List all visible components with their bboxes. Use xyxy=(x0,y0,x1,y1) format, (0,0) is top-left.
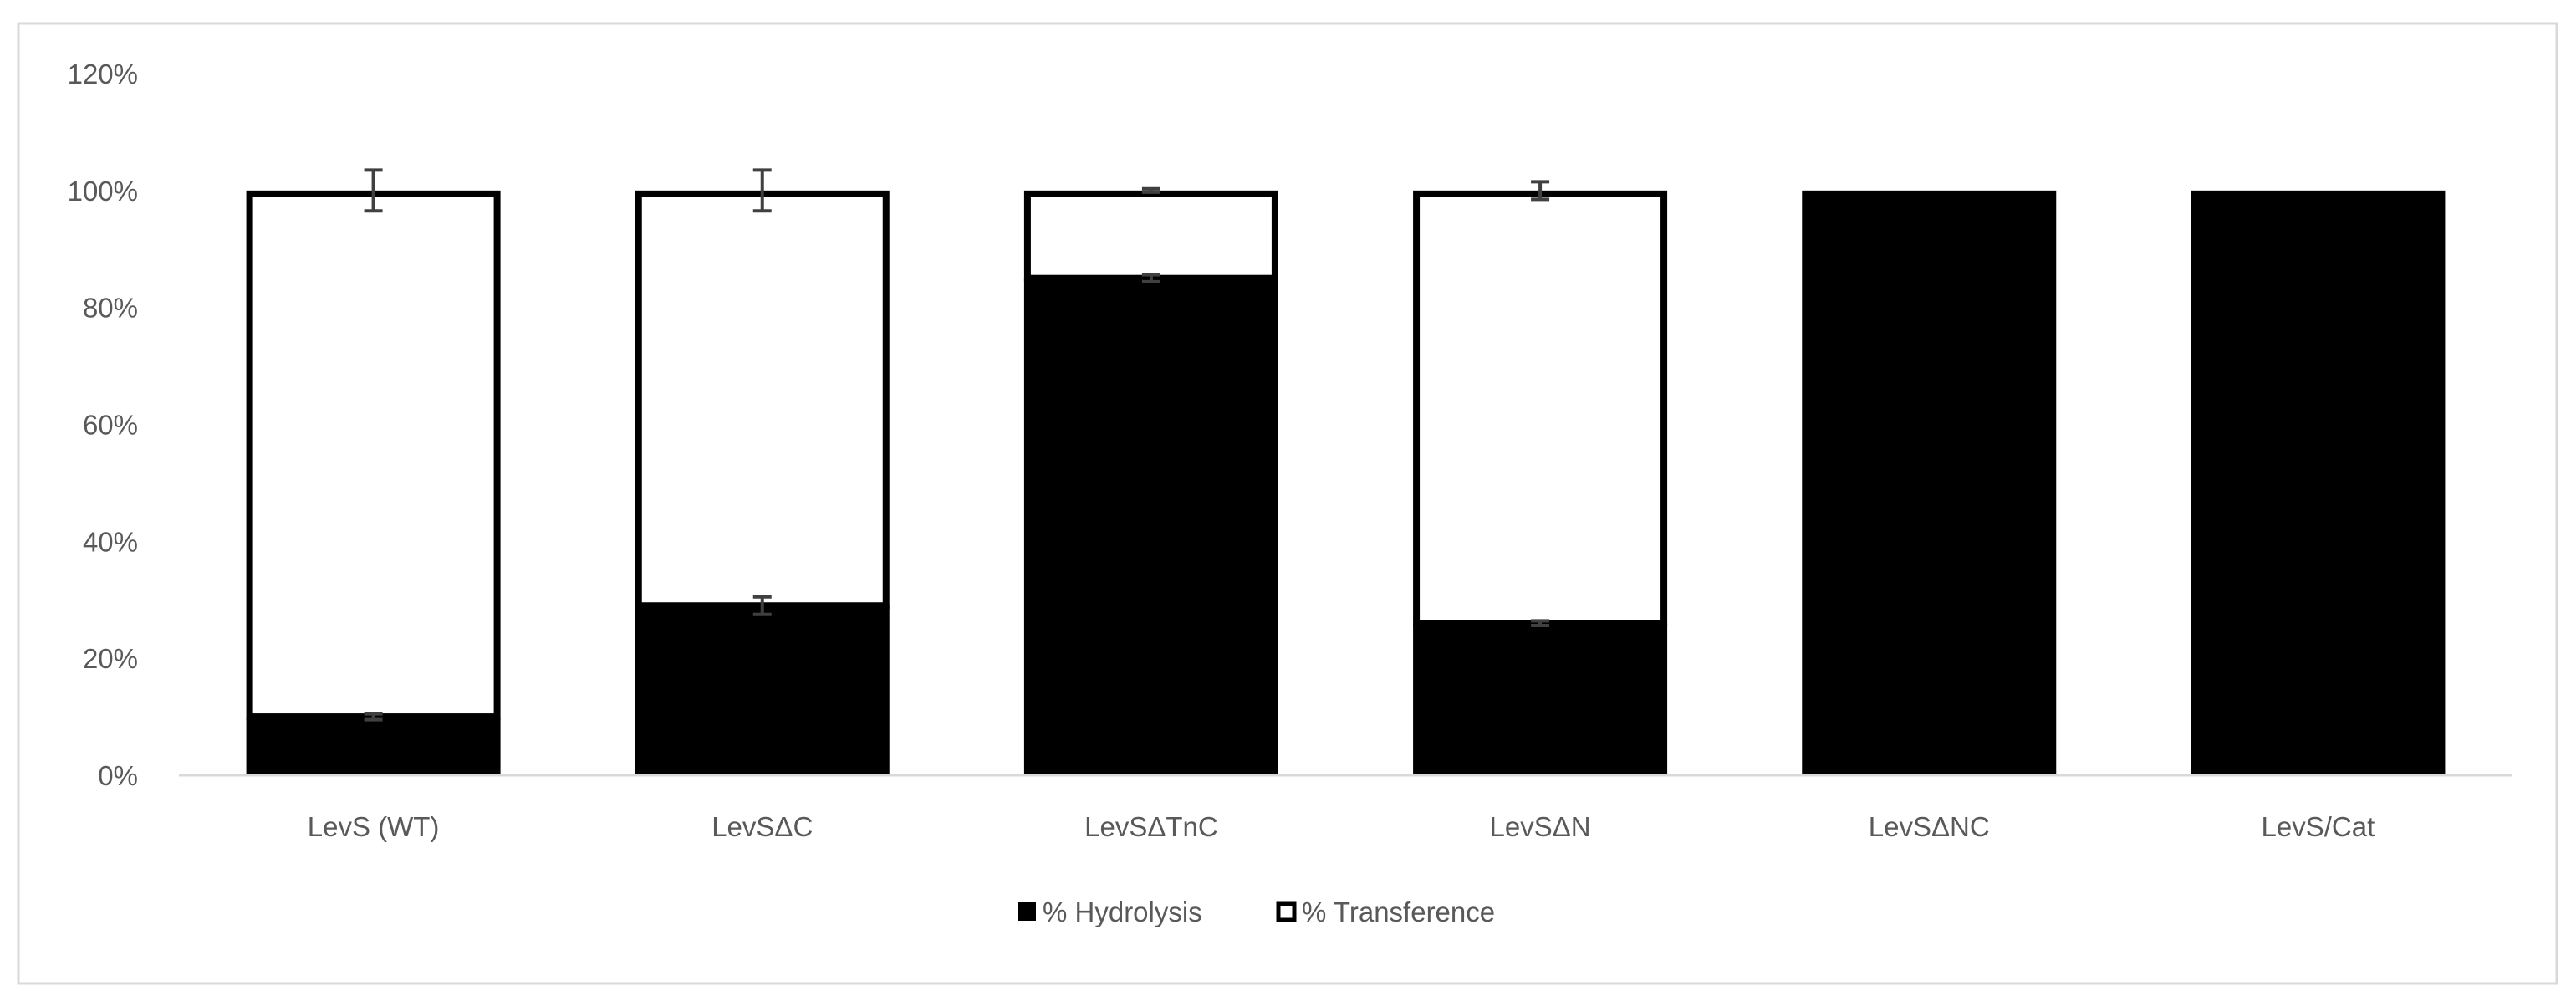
error-bar xyxy=(1141,186,1160,194)
bar-hydrolysis xyxy=(246,717,501,775)
bar-transference xyxy=(635,190,890,610)
error-bar xyxy=(752,168,772,213)
y-tick-label: 40% xyxy=(83,526,138,557)
y-tick-label: 100% xyxy=(68,176,138,207)
y-tick-label: 80% xyxy=(83,293,138,324)
legend: % Hydrolysis % Transference xyxy=(1018,896,1495,927)
error-bar xyxy=(364,712,383,722)
x-tick-label: LevSΔTnC xyxy=(1084,811,1218,842)
legend-label-hydrolysis: % Hydrolysis xyxy=(1043,896,1202,927)
legend-swatch-transference xyxy=(1276,901,1297,922)
error-bar xyxy=(364,168,383,213)
y-tick-label: 120% xyxy=(68,59,138,89)
y-tick-label: 0% xyxy=(98,760,138,791)
bar-hydrolysis xyxy=(1023,278,1278,775)
bar-transference xyxy=(1023,190,1278,282)
error-bar xyxy=(1531,619,1550,628)
x-axis-tick-labels: LevS (WT) LevSΔC LevSΔTnC LevSΔN LevSΔNC LevS… xyxy=(308,811,2375,842)
y-tick-label: 20% xyxy=(83,643,138,674)
x-tick-label: LevSΔN xyxy=(1490,811,1591,842)
bar-transference xyxy=(1413,190,1668,627)
y-tick-label: 60% xyxy=(83,410,138,441)
bar-hydrolysis xyxy=(635,605,890,775)
bar-hydrolysis xyxy=(1802,190,2057,776)
legend-label-transference: % Transference xyxy=(1302,896,1495,927)
y-axis-tick-labels: 0% 20% 40% 60% 80% 100% 120% xyxy=(68,59,138,791)
bar-transference xyxy=(246,190,501,721)
error-bar-group xyxy=(364,168,1550,722)
bar-group xyxy=(246,190,2446,776)
bar-hydrolysis xyxy=(2191,190,2446,776)
x-tick-label: LevS (WT) xyxy=(308,811,440,842)
x-tick-label: LevSΔC xyxy=(712,811,813,842)
error-bar xyxy=(1141,273,1160,283)
x-tick-label: LevSΔNC xyxy=(1869,811,1990,842)
error-bar xyxy=(1531,180,1550,202)
bar-hydrolysis xyxy=(1413,623,1668,775)
legend-swatch-hydrolysis xyxy=(1018,902,1036,921)
error-bar xyxy=(752,595,772,616)
x-tick-label: LevS/Cat xyxy=(2262,811,2375,842)
